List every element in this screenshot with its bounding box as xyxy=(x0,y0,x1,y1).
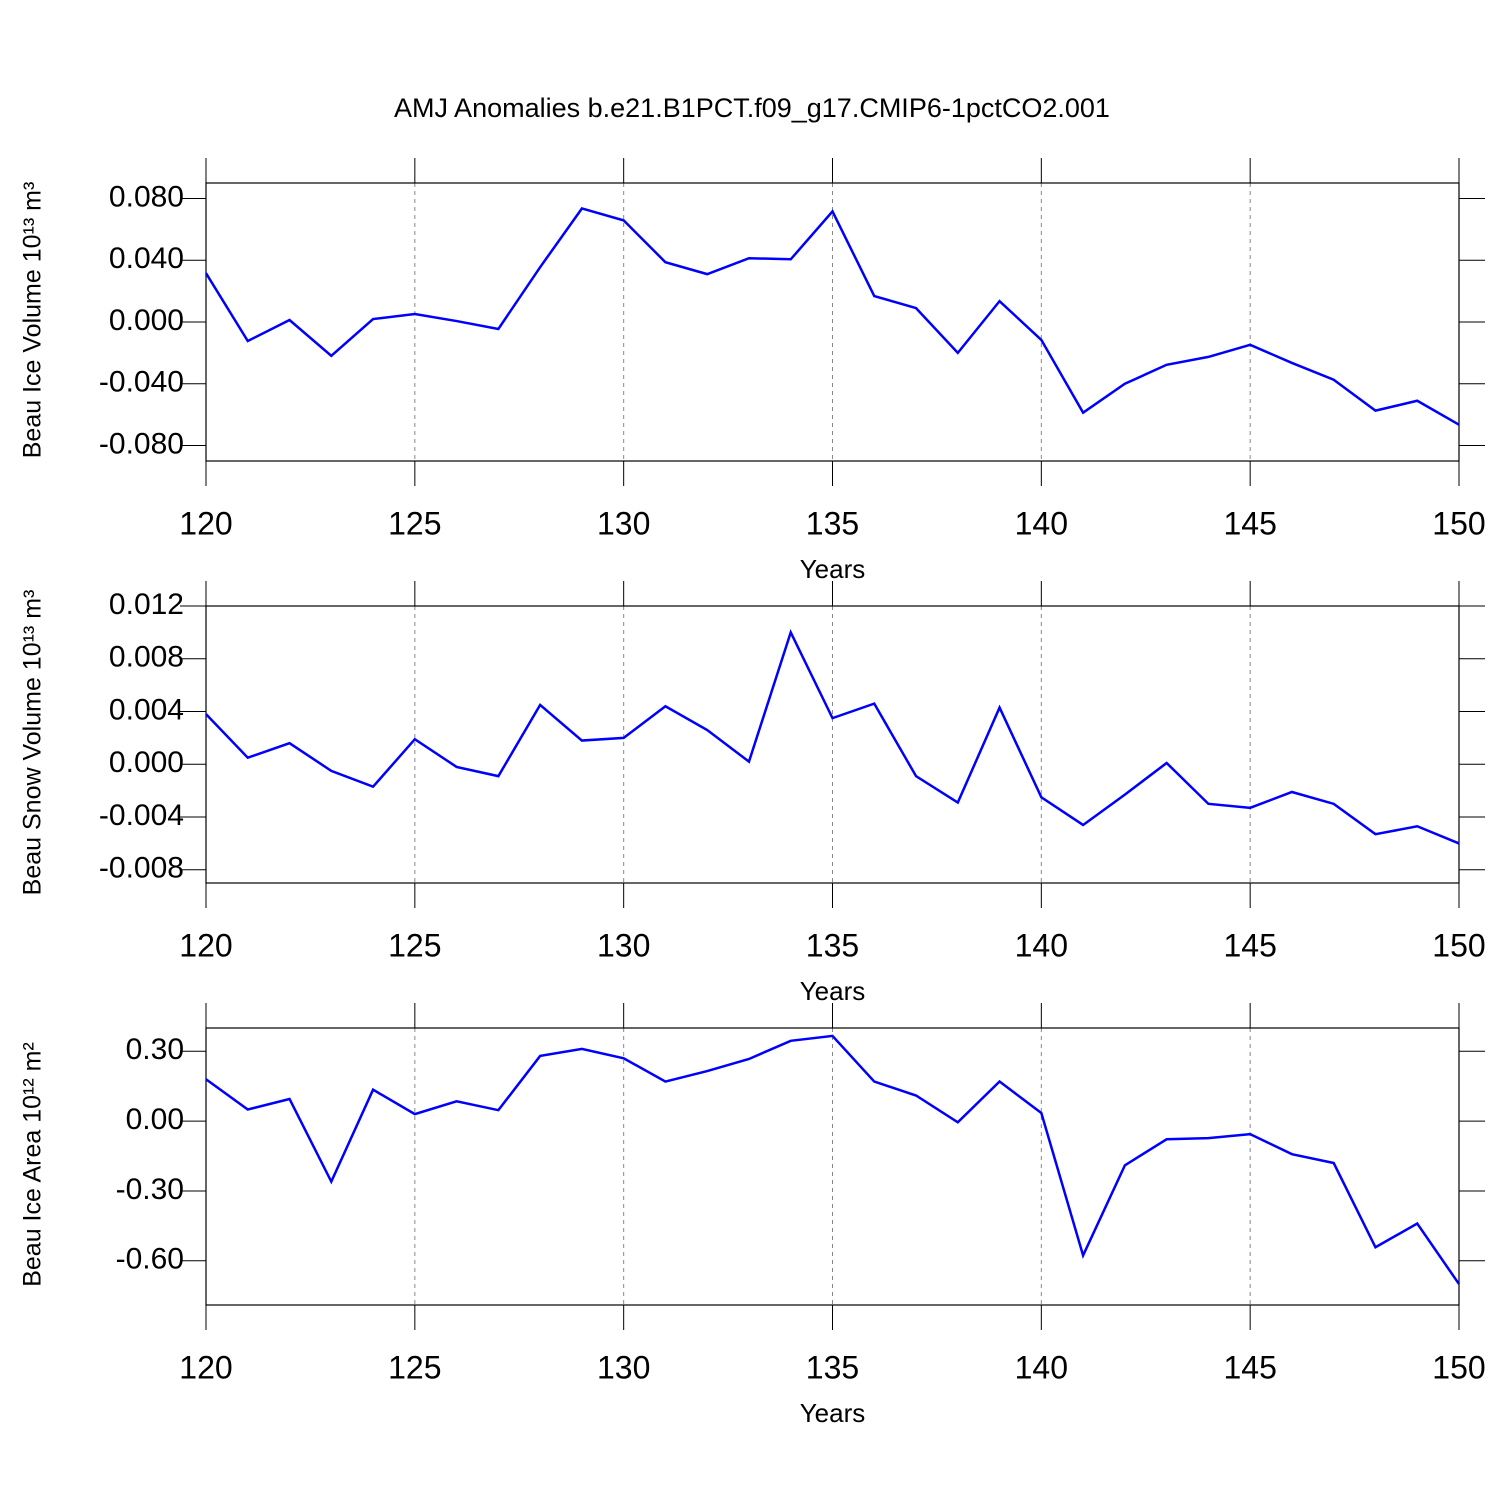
y-axis-label: Beau Snow Volume 10¹³ m³ xyxy=(19,590,47,896)
x-tick-label: 145 xyxy=(1223,505,1276,541)
x-tick-label: 145 xyxy=(1223,927,1276,963)
x-tick-label: 135 xyxy=(806,927,859,963)
x-tick-label: 125 xyxy=(388,505,441,541)
plot-frame xyxy=(205,182,1460,462)
y-tick-label: 0.000 xyxy=(109,746,184,779)
x-tick-label: 130 xyxy=(597,927,650,963)
x-tick-label: 120 xyxy=(179,505,232,541)
y-axis-label: Beau Ice Area 10¹² m² xyxy=(19,1042,47,1287)
y-axis-label: Beau Ice Volume 10¹³ m³ xyxy=(19,182,47,459)
x-tick-label: 135 xyxy=(806,505,859,541)
x-tick-label: 125 xyxy=(388,927,441,963)
y-tick-label: -0.040 xyxy=(99,366,184,399)
y-tick-label: 0.040 xyxy=(109,242,184,275)
y-tick-label: 0.012 xyxy=(109,588,184,621)
y-tick-label: 0.008 xyxy=(109,641,184,674)
x-tick-label: 130 xyxy=(597,1349,650,1385)
y-tick-label: 0.080 xyxy=(109,180,184,213)
y-tick-label: -0.008 xyxy=(99,852,184,885)
y-tick-label: 0.000 xyxy=(109,304,184,337)
plot-frame xyxy=(205,1027,1460,1306)
y-tick-label: -0.004 xyxy=(99,799,184,832)
x-tick-label: 150 xyxy=(1432,505,1485,541)
x-axis-label: Years xyxy=(800,554,866,584)
y-tick-label: 0.30 xyxy=(126,1033,184,1066)
x-axis-label: Years xyxy=(800,976,866,1006)
x-tick-label: 140 xyxy=(1015,505,1068,541)
x-tick-label: 145 xyxy=(1223,1349,1276,1385)
plot-frame xyxy=(205,605,1460,884)
x-tick-label: 120 xyxy=(179,1349,232,1385)
x-tick-label: 140 xyxy=(1015,927,1068,963)
data-line xyxy=(205,629,1460,845)
y-tick-label: -0.60 xyxy=(116,1243,184,1276)
x-tick-label: 125 xyxy=(388,1349,441,1385)
data-line xyxy=(204,207,1460,426)
data-line xyxy=(205,1034,1461,1285)
y-tick-label: -0.30 xyxy=(116,1173,184,1206)
y-tick-label: -0.080 xyxy=(99,427,184,460)
y-tick-label: 0.004 xyxy=(109,693,184,726)
y-tick-label: 0.00 xyxy=(126,1103,184,1136)
x-axis-label: Years xyxy=(800,1398,866,1428)
x-tick-label: 140 xyxy=(1015,1349,1068,1385)
x-tick-label: 130 xyxy=(597,505,650,541)
figure-title: AMJ Anomalies b.e21.B1PCT.f09_g17.CMIP6-… xyxy=(394,93,1110,123)
x-tick-label: 150 xyxy=(1432,1349,1485,1385)
x-tick-label: 120 xyxy=(179,927,232,963)
x-tick-label: 150 xyxy=(1432,927,1485,963)
x-tick-label: 135 xyxy=(806,1349,859,1385)
